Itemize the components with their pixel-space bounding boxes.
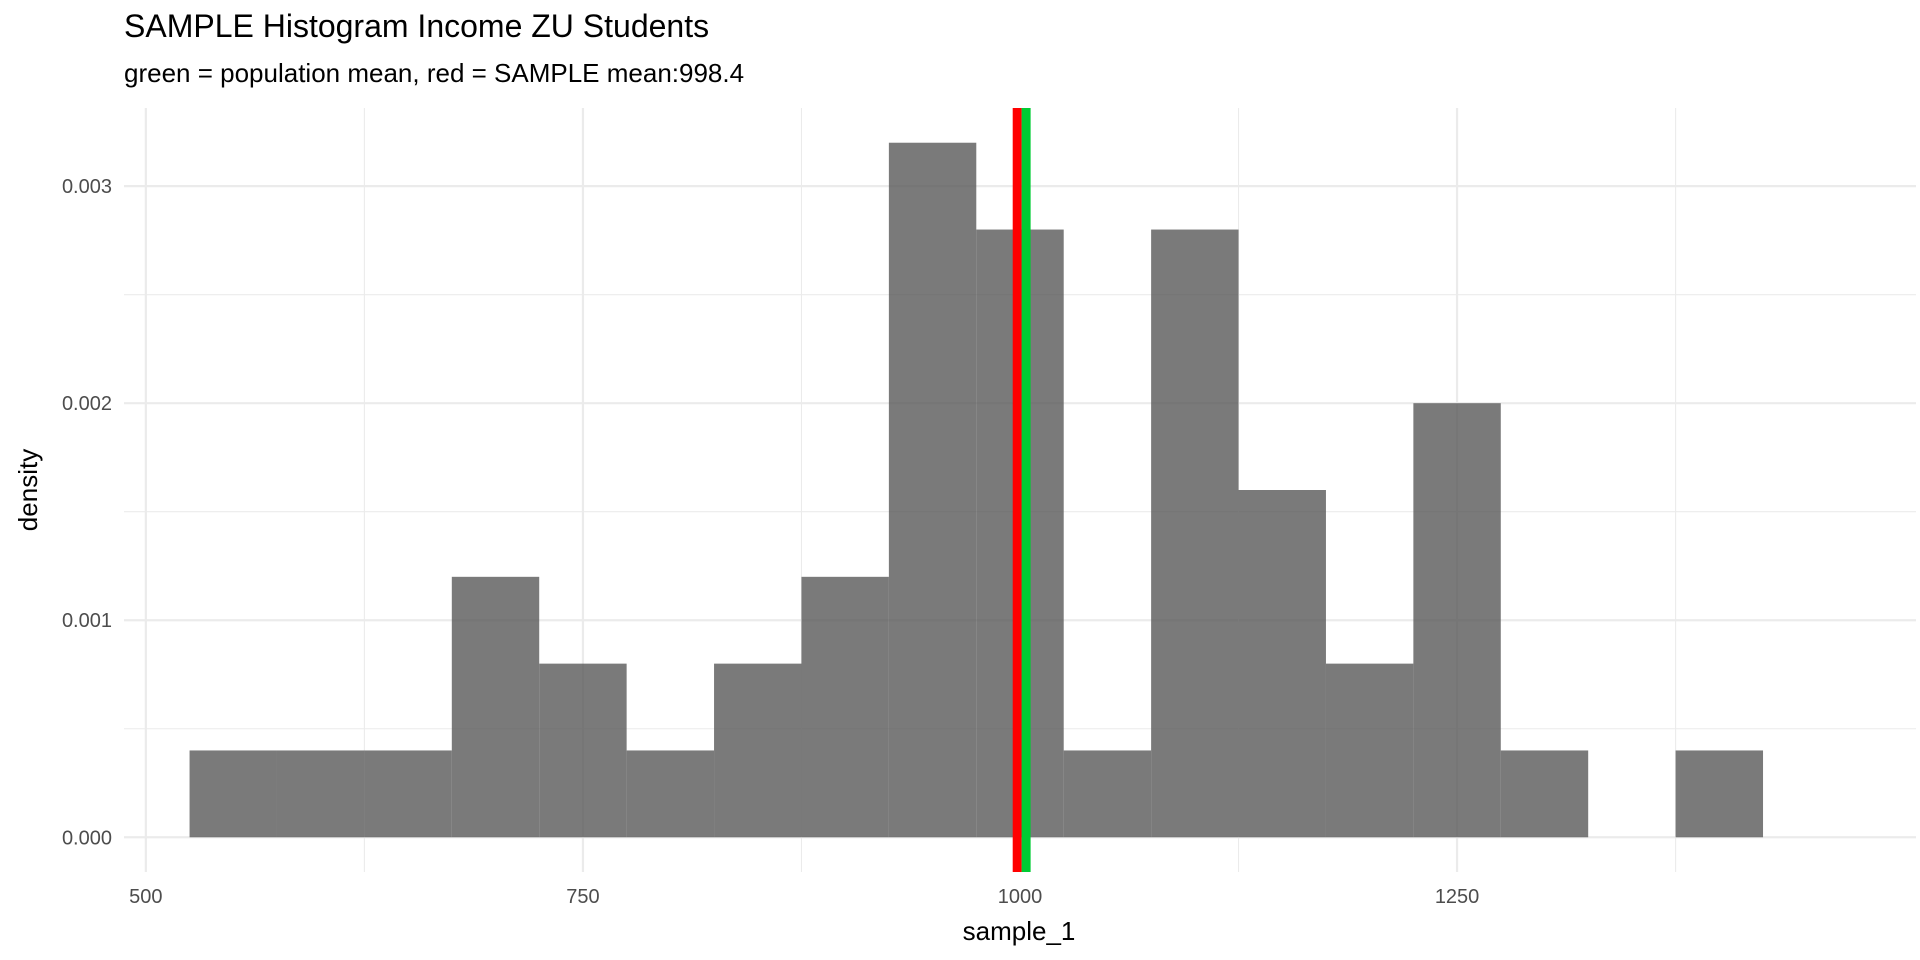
chart-title: SAMPLE Histogram Income ZU Students: [124, 8, 710, 44]
histogram-bars: [189, 142, 1764, 838]
y-tick-label: 0.003: [62, 176, 112, 198]
histogram-bar: [801, 576, 889, 838]
y-axis-title: density: [13, 449, 43, 531]
histogram-bar: [539, 663, 627, 838]
x-tick-label: 1000: [998, 886, 1043, 908]
mean-lines: [1012, 108, 1031, 872]
chart-subtitle: green = population mean, red = SAMPLE me…: [124, 58, 745, 88]
y-tick-label: 0.002: [62, 393, 112, 415]
x-tick-label: 500: [129, 886, 162, 908]
histogram-bar: [189, 750, 277, 838]
histogram-bar: [714, 663, 802, 838]
histogram-bar: [1063, 750, 1152, 838]
histogram-bar: [1675, 750, 1764, 838]
histogram-bar: [1325, 663, 1414, 838]
histogram-bar: [626, 750, 715, 838]
histogram-bar: [364, 750, 452, 838]
x-tick-label: 1250: [1435, 886, 1480, 908]
histogram-bar: [1500, 750, 1589, 838]
tick-labels: 500 750 1000 1250 0.000 0.001 0.002 0.003: [62, 176, 1479, 908]
histogram-bar: [276, 750, 365, 838]
y-tick-label: 0.001: [62, 610, 112, 632]
histogram-bar: [1151, 229, 1239, 838]
histogram-bar: [451, 576, 540, 838]
x-tick-label: 750: [566, 886, 599, 908]
histogram-bar: [888, 142, 977, 838]
x-axis-title: sample_1: [963, 916, 1076, 946]
histogram-bar: [1413, 403, 1501, 838]
histogram-bar: [1238, 490, 1326, 838]
y-tick-label: 0.000: [62, 827, 112, 849]
